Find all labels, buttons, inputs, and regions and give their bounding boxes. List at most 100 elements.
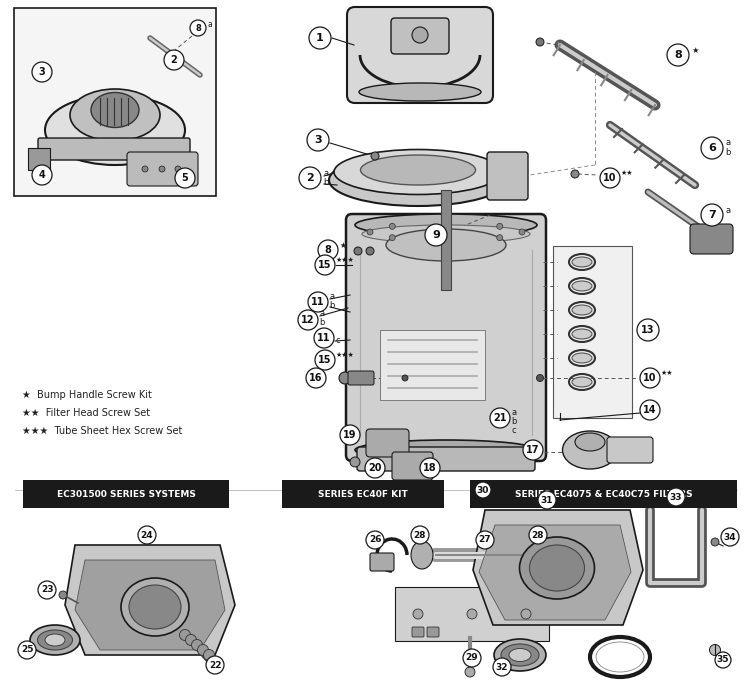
- Circle shape: [523, 440, 543, 460]
- Circle shape: [206, 656, 224, 674]
- Ellipse shape: [355, 214, 537, 236]
- Circle shape: [600, 168, 620, 188]
- Text: ★★★: ★★★: [336, 257, 355, 263]
- FancyBboxPatch shape: [690, 224, 733, 254]
- Text: 4: 4: [38, 170, 45, 180]
- FancyBboxPatch shape: [553, 246, 632, 418]
- Text: 7: 7: [708, 210, 716, 220]
- Text: 34: 34: [723, 533, 736, 542]
- Circle shape: [299, 167, 321, 189]
- Text: 3: 3: [38, 67, 45, 77]
- Text: ★★★  Tube Sheet Hex Screw Set: ★★★ Tube Sheet Hex Screw Set: [22, 426, 183, 436]
- Ellipse shape: [334, 149, 502, 194]
- Text: SERIES EC40F KIT: SERIES EC40F KIT: [318, 489, 408, 499]
- Ellipse shape: [529, 545, 584, 591]
- Ellipse shape: [121, 578, 189, 636]
- Circle shape: [711, 538, 719, 546]
- Text: c: c: [336, 336, 341, 345]
- Text: a: a: [323, 169, 328, 178]
- Circle shape: [314, 328, 334, 348]
- Circle shape: [529, 526, 547, 544]
- Text: a: a: [725, 205, 730, 214]
- Ellipse shape: [129, 585, 181, 629]
- Circle shape: [32, 62, 52, 82]
- FancyBboxPatch shape: [347, 7, 493, 103]
- FancyBboxPatch shape: [487, 152, 528, 200]
- Circle shape: [367, 229, 373, 235]
- FancyBboxPatch shape: [470, 480, 737, 508]
- Text: 27: 27: [479, 536, 491, 545]
- Circle shape: [309, 27, 331, 49]
- Text: 21: 21: [493, 413, 507, 423]
- Text: ★: ★: [339, 240, 346, 249]
- Text: 6: 6: [708, 143, 716, 153]
- Bar: [441, 190, 451, 290]
- Text: 28: 28: [414, 531, 426, 540]
- Text: a: a: [329, 292, 334, 301]
- Ellipse shape: [501, 644, 539, 666]
- Circle shape: [413, 609, 423, 619]
- Text: a: a: [511, 408, 516, 417]
- Circle shape: [390, 235, 396, 240]
- Circle shape: [159, 166, 165, 172]
- Circle shape: [366, 247, 374, 255]
- Polygon shape: [473, 510, 643, 625]
- Circle shape: [467, 609, 477, 619]
- Text: ★: ★: [691, 46, 699, 55]
- Ellipse shape: [572, 377, 592, 387]
- Ellipse shape: [529, 541, 551, 569]
- Circle shape: [667, 44, 689, 66]
- Circle shape: [465, 667, 475, 677]
- FancyBboxPatch shape: [348, 371, 374, 385]
- Circle shape: [308, 292, 328, 312]
- Text: 23: 23: [41, 585, 53, 594]
- Text: b: b: [323, 178, 329, 187]
- Text: 13: 13: [641, 325, 655, 335]
- Text: 2: 2: [306, 173, 314, 183]
- Text: 10: 10: [603, 173, 617, 183]
- Text: 15: 15: [318, 260, 332, 270]
- FancyBboxPatch shape: [392, 452, 433, 480]
- Text: 16: 16: [309, 373, 323, 383]
- Circle shape: [354, 247, 362, 255]
- Text: 29: 29: [465, 654, 478, 663]
- FancyBboxPatch shape: [607, 437, 653, 463]
- Text: 15: 15: [318, 355, 332, 365]
- FancyBboxPatch shape: [370, 553, 394, 571]
- Circle shape: [175, 168, 195, 188]
- Circle shape: [339, 372, 351, 384]
- Circle shape: [475, 482, 491, 498]
- Circle shape: [315, 255, 335, 275]
- Circle shape: [59, 591, 67, 599]
- Text: 1: 1: [316, 33, 324, 43]
- Ellipse shape: [572, 257, 592, 267]
- Circle shape: [425, 224, 447, 246]
- Text: 11: 11: [317, 333, 331, 343]
- FancyBboxPatch shape: [38, 138, 190, 160]
- FancyBboxPatch shape: [23, 480, 229, 508]
- Circle shape: [709, 645, 720, 656]
- Text: 35: 35: [717, 656, 729, 665]
- Text: a: a: [208, 19, 213, 28]
- Text: c: c: [511, 426, 516, 435]
- Text: 26: 26: [368, 536, 381, 545]
- FancyBboxPatch shape: [412, 627, 424, 637]
- FancyBboxPatch shape: [395, 587, 549, 641]
- Circle shape: [667, 488, 685, 506]
- Circle shape: [175, 166, 181, 172]
- Text: a: a: [319, 308, 324, 317]
- Circle shape: [493, 658, 511, 676]
- Ellipse shape: [360, 155, 475, 185]
- Circle shape: [420, 458, 440, 478]
- FancyBboxPatch shape: [391, 18, 449, 54]
- Text: 3: 3: [314, 135, 322, 145]
- Text: c: c: [319, 327, 323, 336]
- Circle shape: [443, 221, 449, 227]
- Circle shape: [715, 652, 731, 668]
- Circle shape: [366, 531, 384, 549]
- Text: 8: 8: [195, 23, 201, 32]
- Circle shape: [637, 319, 659, 341]
- FancyBboxPatch shape: [127, 152, 198, 186]
- Circle shape: [186, 634, 196, 645]
- FancyBboxPatch shape: [380, 330, 485, 400]
